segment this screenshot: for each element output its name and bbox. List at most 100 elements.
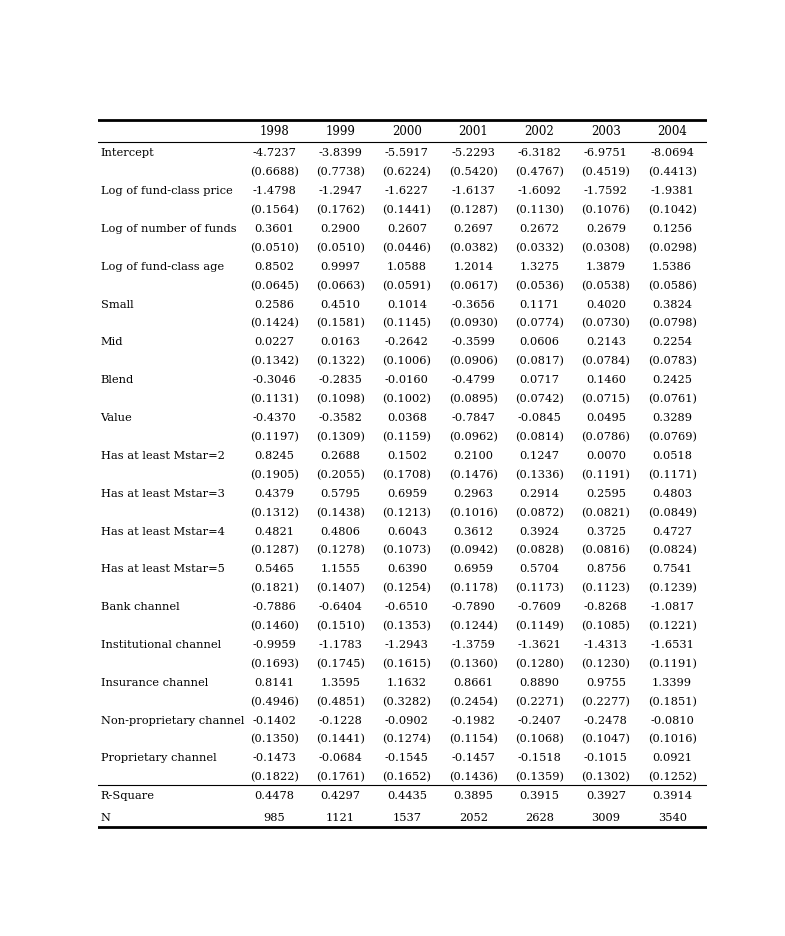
Text: (0.2271): (0.2271)	[515, 695, 564, 706]
Text: (0.0798): (0.0798)	[648, 318, 696, 329]
Text: 0.6959: 0.6959	[387, 489, 427, 498]
Text: 0.0070: 0.0070	[586, 450, 626, 461]
Text: (0.1191): (0.1191)	[582, 469, 630, 479]
Text: (0.1564): (0.1564)	[250, 205, 299, 215]
Text: (0.0814): (0.0814)	[515, 431, 564, 442]
Text: -0.1228: -0.1228	[319, 715, 363, 724]
Text: (0.0786): (0.0786)	[582, 431, 630, 442]
Text: (0.0308): (0.0308)	[582, 242, 630, 253]
Text: (0.1476): (0.1476)	[449, 469, 498, 479]
Text: (0.0663): (0.0663)	[316, 280, 365, 290]
Text: Log of number of funds: Log of number of funds	[100, 224, 236, 234]
Text: (0.2454): (0.2454)	[449, 695, 498, 706]
Text: -0.7886: -0.7886	[252, 602, 296, 611]
Text: 0.3289: 0.3289	[652, 413, 692, 423]
Text: (0.0872): (0.0872)	[515, 507, 564, 518]
Text: (0.6688): (0.6688)	[250, 167, 299, 177]
Text: -0.7847: -0.7847	[451, 413, 495, 423]
Text: Has at least Mstar=3: Has at least Mstar=3	[100, 489, 225, 498]
Text: (0.1073): (0.1073)	[382, 545, 432, 555]
Text: 0.2688: 0.2688	[320, 450, 360, 461]
Text: -0.3599: -0.3599	[451, 337, 495, 347]
Text: -0.0845: -0.0845	[517, 413, 561, 423]
Text: 0.3914: 0.3914	[652, 790, 692, 800]
Text: Small: Small	[100, 300, 133, 309]
Text: Bank channel: Bank channel	[100, 602, 179, 611]
Text: -0.4370: -0.4370	[252, 413, 296, 423]
Text: 0.3612: 0.3612	[453, 526, 493, 536]
Text: 0.0227: 0.0227	[254, 337, 294, 347]
Text: (0.2055): (0.2055)	[316, 469, 365, 479]
Text: 0.8141: 0.8141	[254, 677, 294, 687]
Text: (0.1047): (0.1047)	[582, 734, 630, 744]
Text: (0.1130): (0.1130)	[515, 205, 564, 215]
Text: (0.1342): (0.1342)	[250, 356, 299, 366]
Text: (0.1244): (0.1244)	[449, 621, 498, 631]
Text: R-Square: R-Square	[100, 790, 155, 800]
Text: -0.1015: -0.1015	[584, 753, 628, 763]
Text: (0.1322): (0.1322)	[316, 356, 365, 366]
Text: (0.1098): (0.1098)	[316, 394, 365, 404]
Text: (0.0761): (0.0761)	[648, 394, 696, 404]
Text: (0.0538): (0.0538)	[582, 280, 630, 290]
Text: -1.6227: -1.6227	[385, 186, 429, 196]
Text: (0.2277): (0.2277)	[582, 695, 630, 706]
Text: (0.0715): (0.0715)	[582, 394, 630, 404]
Text: (0.0332): (0.0332)	[515, 242, 564, 253]
Text: (0.1149): (0.1149)	[515, 621, 564, 631]
Text: 0.4510: 0.4510	[320, 300, 360, 309]
Text: 985: 985	[264, 812, 285, 822]
Text: Intercept: Intercept	[100, 148, 155, 158]
Text: (0.1615): (0.1615)	[382, 658, 432, 668]
Text: (0.1336): (0.1336)	[515, 469, 564, 479]
Text: (0.7738): (0.7738)	[316, 167, 365, 177]
Text: (0.1438): (0.1438)	[316, 507, 365, 518]
Text: -0.2478: -0.2478	[584, 715, 628, 724]
Text: (0.0586): (0.0586)	[648, 280, 696, 290]
Text: Has at least Mstar=2: Has at least Mstar=2	[100, 450, 225, 461]
Text: (0.1441): (0.1441)	[316, 734, 365, 744]
Text: (0.0821): (0.0821)	[582, 507, 630, 518]
Text: (0.1287): (0.1287)	[250, 545, 299, 555]
Text: 0.2963: 0.2963	[453, 489, 493, 498]
Text: 0.2672: 0.2672	[520, 224, 560, 234]
Text: (0.0962): (0.0962)	[449, 431, 498, 442]
Text: (0.0906): (0.0906)	[449, 356, 498, 366]
Text: (0.0536): (0.0536)	[515, 280, 564, 290]
Text: 0.5795: 0.5795	[320, 489, 360, 498]
Text: (0.1309): (0.1309)	[316, 431, 365, 442]
Text: (0.1424): (0.1424)	[250, 318, 299, 329]
Text: -0.0160: -0.0160	[385, 375, 429, 385]
Text: Mid: Mid	[100, 337, 123, 347]
Text: 0.2100: 0.2100	[453, 450, 493, 461]
Text: 0.1502: 0.1502	[387, 450, 427, 461]
Text: (0.0510): (0.0510)	[250, 242, 299, 253]
Text: -6.3182: -6.3182	[517, 148, 561, 158]
Text: (0.0816): (0.0816)	[582, 545, 630, 555]
Text: (0.1171): (0.1171)	[648, 469, 696, 479]
Text: (0.1278): (0.1278)	[316, 545, 365, 555]
Text: 0.2143: 0.2143	[586, 337, 626, 347]
Text: (0.0742): (0.0742)	[515, 394, 564, 404]
Text: Institutional channel: Institutional channel	[100, 639, 221, 650]
Text: 0.2586: 0.2586	[254, 300, 294, 309]
Text: (0.1693): (0.1693)	[250, 658, 299, 668]
Text: (0.1178): (0.1178)	[449, 582, 498, 592]
Text: (0.0849): (0.0849)	[648, 507, 696, 518]
Text: 0.0163: 0.0163	[320, 337, 360, 347]
Text: (0.0942): (0.0942)	[449, 545, 498, 555]
Text: 0.9997: 0.9997	[320, 261, 360, 271]
Text: (0.1154): (0.1154)	[449, 734, 498, 744]
Text: (0.1221): (0.1221)	[648, 621, 696, 631]
Text: 2628: 2628	[525, 812, 554, 822]
Text: (0.1085): (0.1085)	[582, 621, 630, 631]
Text: -0.3656: -0.3656	[451, 300, 495, 309]
Text: (0.0617): (0.0617)	[449, 280, 498, 290]
Text: 1.1555: 1.1555	[320, 563, 360, 574]
Text: 0.0606: 0.0606	[520, 337, 560, 347]
Text: -1.1783: -1.1783	[319, 639, 363, 650]
Text: Has at least Mstar=5: Has at least Mstar=5	[100, 563, 225, 574]
Text: 1121: 1121	[326, 812, 355, 822]
Text: 0.8756: 0.8756	[586, 563, 626, 574]
Text: -0.2642: -0.2642	[385, 337, 429, 347]
